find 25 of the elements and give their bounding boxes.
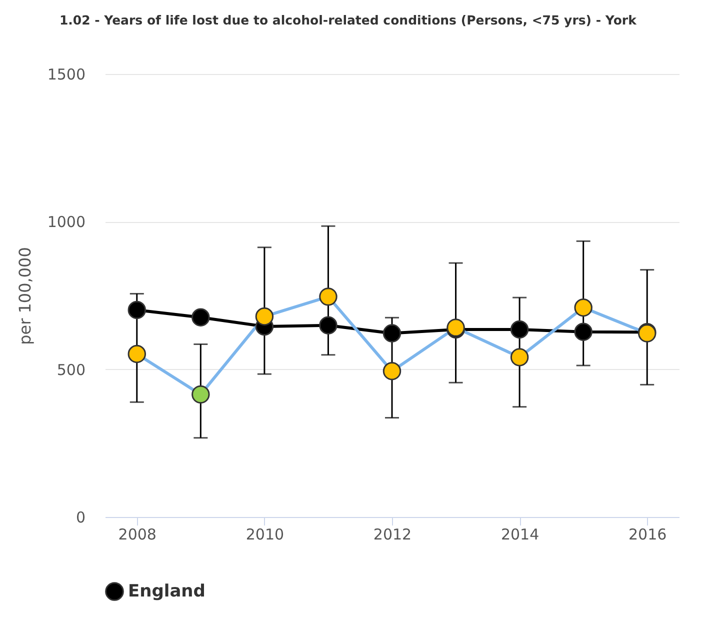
point: [192, 385, 210, 404]
x-tick-label: 2008: [118, 526, 156, 544]
x-tick-label: 2016: [628, 526, 667, 544]
y-tick-label: 500: [56, 360, 86, 379]
point: [128, 344, 146, 364]
x-tick-label: 2010: [246, 526, 284, 544]
x-tick-label: 2014: [500, 526, 540, 544]
chart-title: 1.02 - Years of life lost due to alcohol-related conditions (Persons, <75 yrs) - York: [59, 12, 638, 28]
point: [510, 348, 529, 366]
y-axis-title: per 100,000: [15, 247, 34, 345]
point: [128, 300, 146, 320]
point: [255, 307, 274, 326]
point: [574, 322, 592, 341]
y-tick-label: 1500: [47, 66, 86, 84]
point: [382, 324, 402, 342]
y-tick-label: 0: [76, 508, 86, 526]
point: [510, 320, 529, 339]
point: [319, 288, 338, 306]
x-tick-label: 2012: [373, 526, 412, 544]
point: [382, 362, 402, 380]
y-tick-label: 1000: [47, 213, 86, 232]
legend-label: England: [128, 582, 206, 602]
point: [574, 298, 592, 317]
point: [319, 316, 338, 334]
point: [192, 308, 210, 326]
